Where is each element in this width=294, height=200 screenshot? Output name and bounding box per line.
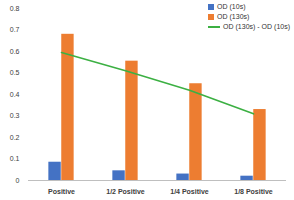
svg-text:1/2 Positive: 1/2 Positive: [106, 188, 145, 195]
svg-text:0.4: 0.4: [10, 91, 20, 98]
html-text:OD (130s) - OD (10s): OD (130s) - OD (10s): [223, 23, 290, 30]
svg-text:0.1: 0.1: [10, 155, 20, 162]
svg-text:0.7: 0.7: [10, 26, 20, 33]
svg-text:1/8 Positive: 1/8 Positive: [234, 188, 273, 195]
svg-text:0.2: 0.2: [10, 134, 20, 141]
html-text:OD (10s): OD (10s): [217, 3, 246, 10]
svg-text:0.6: 0.6: [10, 48, 20, 55]
svg-text:0: 0: [16, 177, 20, 184]
svg-text:0.5: 0.5: [10, 69, 20, 76]
html-text:OD (130s): OD (130s): [217, 13, 250, 20]
svg-text:0.3: 0.3: [10, 112, 20, 119]
svg-text:0.8: 0.8: [10, 5, 20, 12]
svg-text:1/4 Positive: 1/4 Positive: [170, 188, 209, 195]
svg-text:Positive: Positive: [48, 188, 75, 195]
